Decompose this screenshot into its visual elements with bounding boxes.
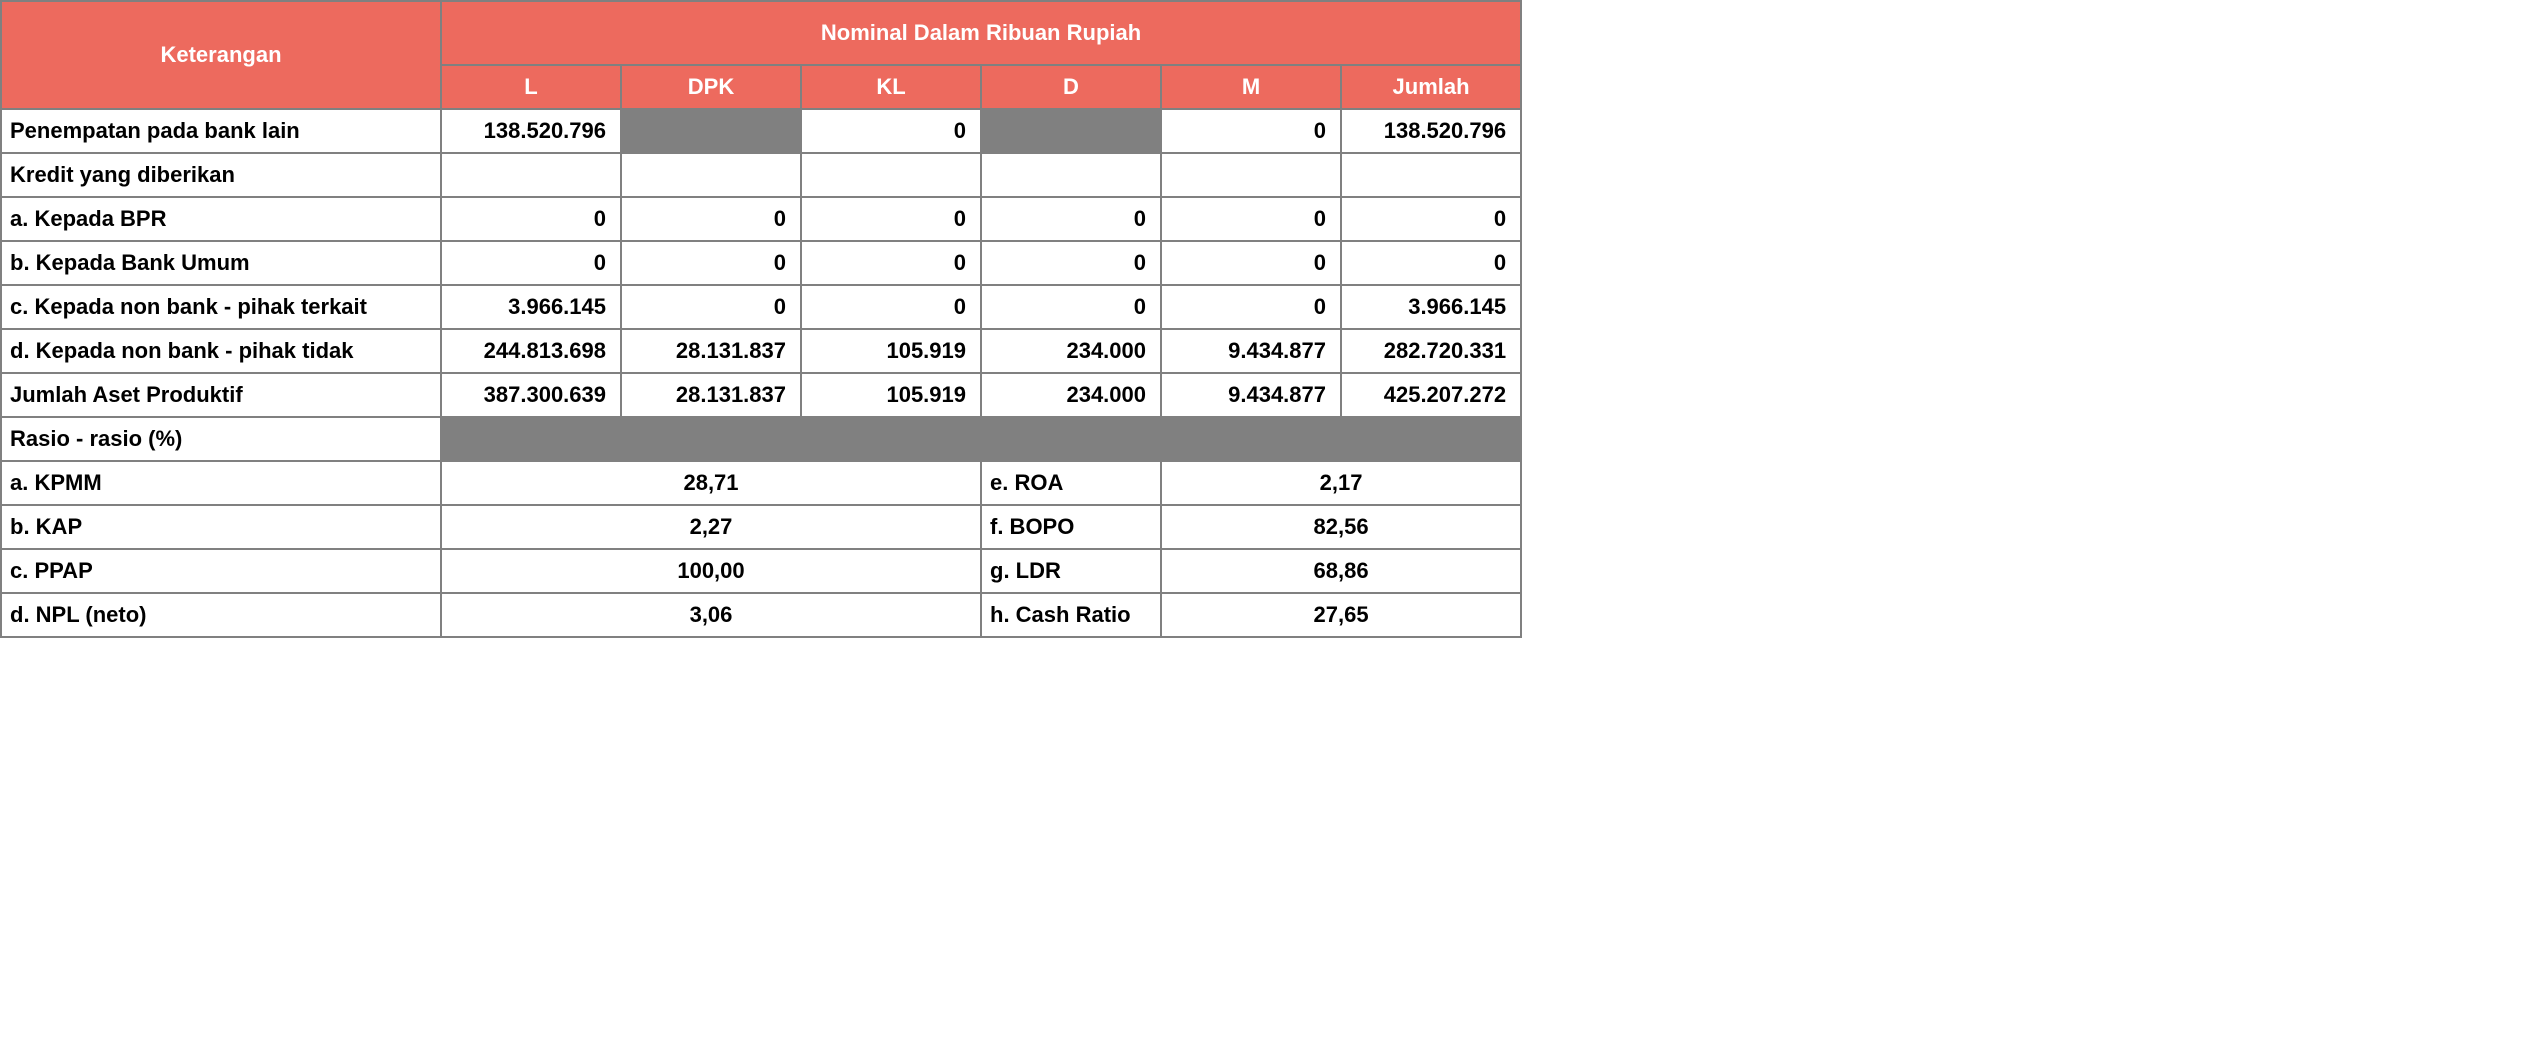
- data-cell: 28.131.837: [621, 373, 801, 417]
- data-cell: 0: [801, 197, 981, 241]
- data-cell: 9.434.877: [1161, 373, 1341, 417]
- data-cell: 138.520.796: [441, 109, 621, 153]
- data-cell: 0: [621, 197, 801, 241]
- data-cell: 0: [1161, 285, 1341, 329]
- data-cell: 0: [981, 285, 1161, 329]
- header-col-M: M: [1161, 65, 1341, 109]
- ratio-right-value: 2,17: [1161, 461, 1521, 505]
- ratio-left-label: c. PPAP: [1, 549, 441, 593]
- data-cell: 0: [1341, 241, 1521, 285]
- ratio-left-label: b. KAP: [1, 505, 441, 549]
- rasio-grey-cell: [441, 417, 621, 461]
- table-row: Kredit yang diberikan: [1, 153, 1521, 197]
- ratio-right-value: 82,56: [1161, 505, 1521, 549]
- rasio-grey-cell: [801, 417, 981, 461]
- data-cell: 234.000: [981, 329, 1161, 373]
- rasio-header-row: Rasio - rasio (%): [1, 417, 1521, 461]
- ratio-right-label: h. Cash Ratio: [981, 593, 1161, 637]
- table-row: b. Kepada Bank Umum000000: [1, 241, 1521, 285]
- ratio-right-value: 68,86: [1161, 549, 1521, 593]
- table-row: Jumlah Aset Produktif387.300.63928.131.8…: [1, 373, 1521, 417]
- financial-table: Keterangan Nominal Dalam Ribuan Rupiah L…: [0, 0, 1522, 638]
- header-col-D: D: [981, 65, 1161, 109]
- data-cell: 0: [981, 197, 1161, 241]
- data-cell: 105.919: [801, 373, 981, 417]
- data-cell: 3.966.145: [441, 285, 621, 329]
- table-row: Penempatan pada bank lain138.520.7960013…: [1, 109, 1521, 153]
- data-cell: 0: [801, 241, 981, 285]
- data-cell: [801, 153, 981, 197]
- rasio-grey-cell: [1161, 417, 1341, 461]
- rasio-grey-cell: [981, 417, 1161, 461]
- rasio-grey-cell: [1341, 417, 1521, 461]
- row-label: Jumlah Aset Produktif: [1, 373, 441, 417]
- rasio-grey-cell: [621, 417, 801, 461]
- data-cell: 0: [1161, 241, 1341, 285]
- ratio-right-value: 27,65: [1161, 593, 1521, 637]
- ratio-left-value: 3,06: [441, 593, 981, 637]
- row-label: Kredit yang diberikan: [1, 153, 441, 197]
- ratio-left-label: d. NPL (neto): [1, 593, 441, 637]
- data-cell: 105.919: [801, 329, 981, 373]
- row-label: d. Kepada non bank - pihak tidak: [1, 329, 441, 373]
- data-cell: 387.300.639: [441, 373, 621, 417]
- ratio-left-label: a. KPMM: [1, 461, 441, 505]
- header-col-L: L: [441, 65, 621, 109]
- data-cell: [1161, 153, 1341, 197]
- data-cell: [1341, 153, 1521, 197]
- row-label: b. Kepada Bank Umum: [1, 241, 441, 285]
- data-cell: 244.813.698: [441, 329, 621, 373]
- data-cell: 0: [801, 285, 981, 329]
- data-cell: 0: [441, 241, 621, 285]
- row-label: c. Kepada non bank - pihak terkait: [1, 285, 441, 329]
- rasio-header-label: Rasio - rasio (%): [1, 417, 441, 461]
- ratio-right-label: f. BOPO: [981, 505, 1161, 549]
- data-cell: 0: [621, 241, 801, 285]
- data-cell: [621, 153, 801, 197]
- data-cell: 425.207.272: [1341, 373, 1521, 417]
- table-row: d. Kepada non bank - pihak tidak244.813.…: [1, 329, 1521, 373]
- ratio-row: a. KPMM28,71e. ROA2,17: [1, 461, 1521, 505]
- row-label: a. Kepada BPR: [1, 197, 441, 241]
- data-cell: 28.131.837: [621, 329, 801, 373]
- row-label: Penempatan pada bank lain: [1, 109, 441, 153]
- ratio-left-value: 100,00: [441, 549, 981, 593]
- data-cell: 0: [1341, 197, 1521, 241]
- ratio-right-label: g. LDR: [981, 549, 1161, 593]
- ratio-row: c. PPAP100,00g. LDR68,86: [1, 549, 1521, 593]
- data-cell: 0: [441, 197, 621, 241]
- header-col-DPK: DPK: [621, 65, 801, 109]
- data-cell: 0: [1161, 197, 1341, 241]
- data-cell: 0: [801, 109, 981, 153]
- ratio-left-value: 2,27: [441, 505, 981, 549]
- data-cell: 3.966.145: [1341, 285, 1521, 329]
- header-col-KL: KL: [801, 65, 981, 109]
- data-cell: 9.434.877: [1161, 329, 1341, 373]
- table-row: c. Kepada non bank - pihak terkait3.966.…: [1, 285, 1521, 329]
- data-cell: 138.520.796: [1341, 109, 1521, 153]
- data-cell: [441, 153, 621, 197]
- data-cell: 0: [621, 285, 801, 329]
- ratio-row: d. NPL (neto)3,06h. Cash Ratio27,65: [1, 593, 1521, 637]
- data-cell: 0: [981, 241, 1161, 285]
- data-cell: 282.720.331: [1341, 329, 1521, 373]
- data-cell: 234.000: [981, 373, 1161, 417]
- header-nominal-title: Nominal Dalam Ribuan Rupiah: [441, 1, 1521, 65]
- data-cell: [981, 109, 1161, 153]
- data-cell: [981, 153, 1161, 197]
- header-keterangan: Keterangan: [1, 1, 441, 109]
- table-row: a. Kepada BPR000000: [1, 197, 1521, 241]
- ratio-row: b. KAP2,27f. BOPO82,56: [1, 505, 1521, 549]
- ratio-left-value: 28,71: [441, 461, 981, 505]
- header-col-Jumlah: Jumlah: [1341, 65, 1521, 109]
- data-cell: [621, 109, 801, 153]
- data-cell: 0: [1161, 109, 1341, 153]
- ratio-right-label: e. ROA: [981, 461, 1161, 505]
